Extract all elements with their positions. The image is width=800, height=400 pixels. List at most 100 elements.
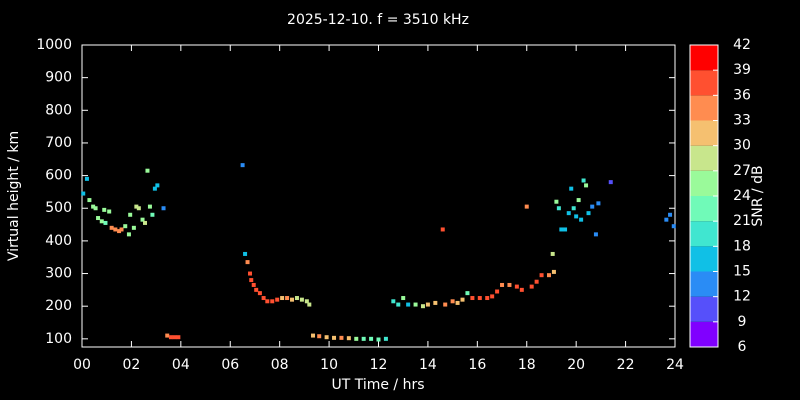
point bbox=[176, 335, 181, 340]
point bbox=[450, 299, 455, 304]
point bbox=[304, 299, 309, 304]
point bbox=[245, 260, 250, 265]
colorbar-band bbox=[690, 145, 718, 171]
point bbox=[507, 282, 512, 287]
point bbox=[396, 302, 401, 307]
point bbox=[311, 333, 316, 338]
colorbar-band bbox=[690, 221, 718, 247]
point bbox=[581, 178, 586, 183]
point bbox=[455, 300, 460, 305]
colorbar-band bbox=[690, 246, 718, 272]
point bbox=[248, 271, 253, 276]
x-tick-label: 22 bbox=[617, 357, 635, 373]
colorbar-band bbox=[690, 170, 718, 196]
colorbar-tick-label: 36 bbox=[733, 87, 751, 103]
point bbox=[490, 294, 495, 299]
point bbox=[113, 227, 118, 232]
colorbar-band bbox=[690, 95, 718, 121]
point bbox=[155, 183, 160, 188]
point bbox=[81, 191, 86, 196]
colorbar-band bbox=[690, 45, 718, 71]
point bbox=[576, 198, 581, 203]
point bbox=[563, 227, 568, 232]
point bbox=[261, 296, 266, 301]
point bbox=[140, 217, 145, 222]
point bbox=[84, 176, 89, 181]
point bbox=[317, 334, 322, 339]
point bbox=[93, 206, 98, 211]
point bbox=[299, 297, 304, 302]
colorbar-tick-label: 15 bbox=[733, 264, 751, 280]
point bbox=[495, 289, 500, 294]
colorbar-tick-label: 42 bbox=[733, 37, 751, 53]
colorbar-tick-label: 18 bbox=[733, 238, 751, 254]
point bbox=[91, 204, 96, 209]
point bbox=[551, 269, 556, 274]
point bbox=[593, 232, 598, 237]
x-tick-label: 18 bbox=[518, 357, 536, 373]
colorbar-tick-label: 21 bbox=[733, 213, 751, 229]
point bbox=[280, 296, 285, 301]
point bbox=[152, 186, 157, 191]
point bbox=[485, 296, 490, 301]
point bbox=[554, 199, 559, 204]
x-tick-label: 20 bbox=[567, 357, 585, 373]
point bbox=[240, 163, 245, 168]
point bbox=[150, 212, 155, 217]
x-tick-label: 10 bbox=[320, 357, 338, 373]
x-tick-label: 12 bbox=[370, 357, 388, 373]
point bbox=[376, 337, 381, 342]
point bbox=[294, 296, 299, 301]
point bbox=[354, 336, 359, 341]
point bbox=[546, 273, 551, 278]
point bbox=[569, 186, 574, 191]
point bbox=[285, 296, 290, 301]
point bbox=[103, 220, 108, 225]
x-tick-label: 14 bbox=[419, 357, 437, 373]
point bbox=[406, 302, 411, 307]
colorbar-tick-label: 6 bbox=[738, 339, 747, 355]
x-tick-label: 08 bbox=[271, 357, 289, 373]
point bbox=[539, 273, 544, 278]
point bbox=[470, 296, 475, 301]
y-tick-label: 600 bbox=[45, 168, 72, 184]
point bbox=[671, 224, 676, 229]
point bbox=[608, 180, 613, 185]
y-tick-label: 700 bbox=[45, 135, 72, 151]
x-tick-label: 24 bbox=[666, 357, 684, 373]
point bbox=[109, 225, 114, 230]
colorbar-tick-label: 30 bbox=[733, 138, 751, 154]
point bbox=[556, 206, 561, 211]
colorbar-tick-label: 12 bbox=[733, 289, 751, 305]
point bbox=[117, 229, 122, 234]
point bbox=[440, 227, 445, 232]
point bbox=[369, 336, 374, 341]
point bbox=[571, 206, 576, 211]
colorbar-tick-label: 27 bbox=[733, 163, 751, 179]
colorbar-label: SNR / dB bbox=[750, 165, 766, 226]
point bbox=[161, 206, 166, 211]
x-tick-label: 04 bbox=[172, 357, 190, 373]
point bbox=[465, 291, 470, 296]
point bbox=[254, 287, 259, 292]
y-tick-label: 900 bbox=[45, 70, 72, 86]
point bbox=[519, 287, 524, 292]
point bbox=[134, 204, 139, 209]
point bbox=[420, 304, 425, 309]
point bbox=[346, 336, 351, 341]
point bbox=[413, 302, 418, 307]
colorbar-tick-label: 9 bbox=[738, 314, 747, 330]
point bbox=[460, 297, 465, 302]
point bbox=[307, 302, 312, 307]
point bbox=[339, 335, 344, 340]
y-tick-label: 800 bbox=[45, 102, 72, 118]
point bbox=[275, 297, 280, 302]
x-tick-label: 06 bbox=[221, 357, 239, 373]
x-tick-label: 02 bbox=[123, 357, 141, 373]
chart-title: 2025-12-10. f = 3510 kHz bbox=[287, 12, 469, 28]
point bbox=[147, 204, 152, 209]
point bbox=[500, 282, 505, 287]
colorbar-band bbox=[690, 271, 718, 297]
